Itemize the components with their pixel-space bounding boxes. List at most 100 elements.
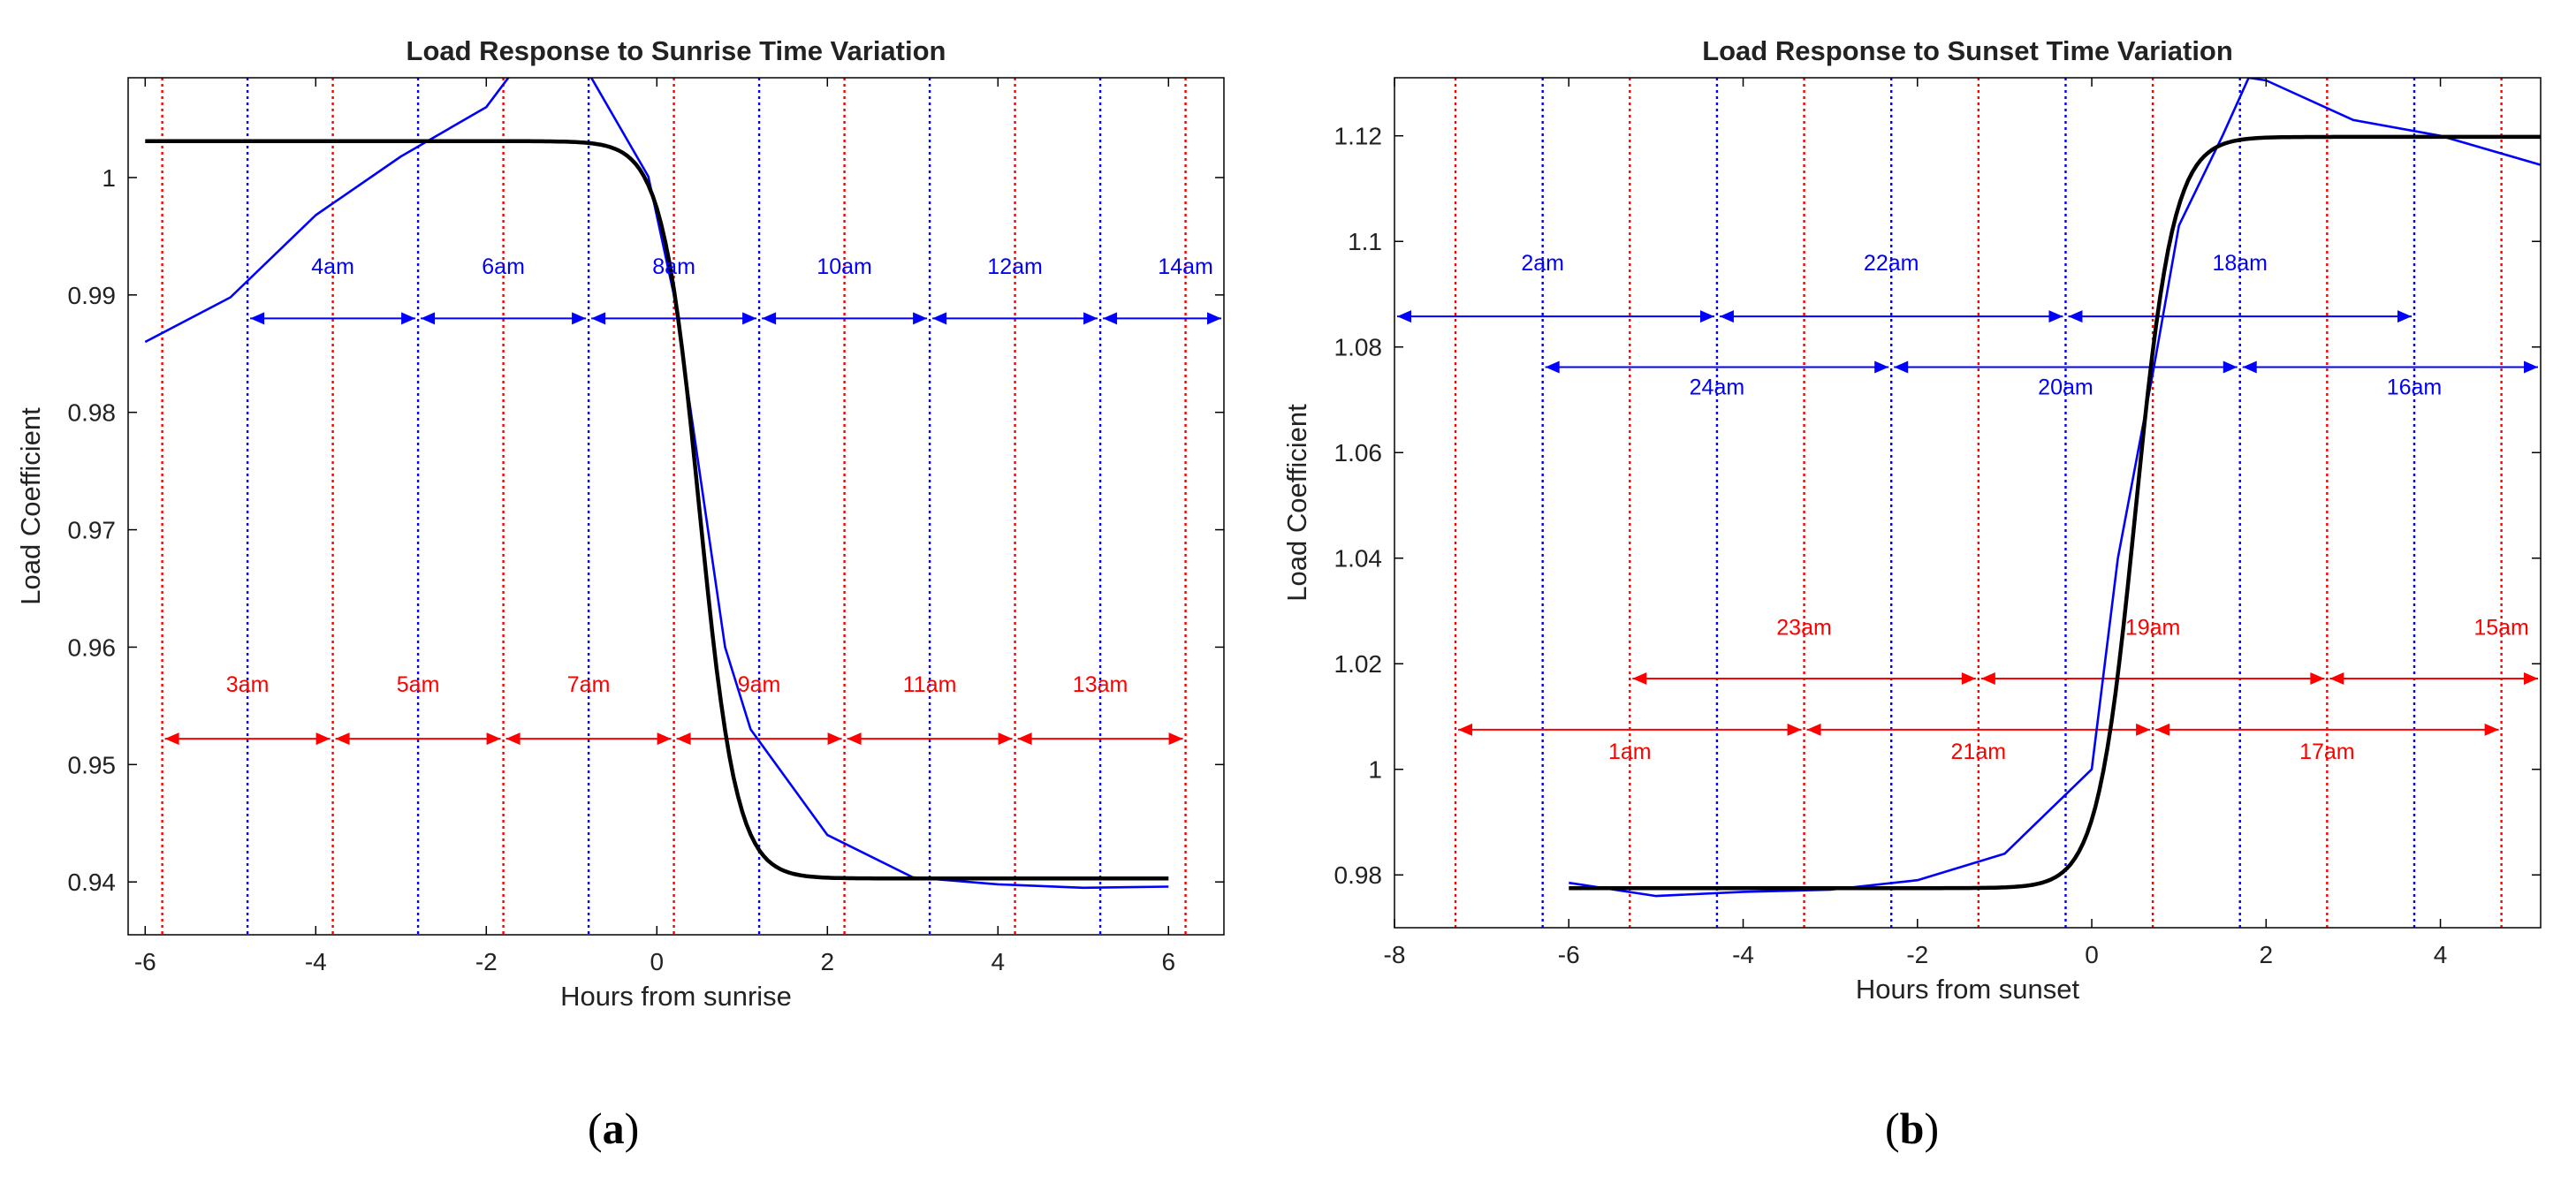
y-tick-label: 0.94: [68, 869, 117, 896]
y-tick-label: 1.08: [1334, 334, 1383, 361]
x-tick-label: 6: [1161, 948, 1175, 975]
red-arrow: [1632, 671, 1976, 685]
arrow-head: [913, 312, 928, 325]
arrow-head: [1719, 310, 1734, 323]
blue-arrow: [250, 312, 416, 325]
red-hour-label: 5am: [397, 672, 440, 697]
red-hour-label: 1am: [1608, 740, 1652, 764]
x-axis-label: Hours from sunrise: [560, 981, 792, 1012]
blue-arrow: [762, 312, 928, 325]
blue-hour-label: 6am: [482, 254, 525, 279]
red-arrow: [164, 732, 331, 746]
arrow-head: [315, 732, 331, 746]
y-tick-label: 0.99: [68, 282, 117, 309]
blue-arrow: [1397, 310, 1714, 323]
blue-arrow: [2068, 310, 2412, 323]
x-tick-label: 2: [820, 948, 834, 975]
x-tick-label: 4: [991, 948, 1005, 975]
arrow-head: [2223, 360, 2238, 374]
blue-arrow: [2242, 360, 2538, 374]
blue-arrow: [421, 312, 587, 325]
red-hour-label: 15am: [2473, 615, 2529, 640]
arrow-head: [1083, 312, 1098, 325]
arrow-head: [1017, 732, 1032, 746]
blue-hour-label: 8am: [652, 254, 695, 279]
y-tick-label: 0.95: [68, 751, 117, 778]
panel-label-a: (a): [588, 1104, 640, 1153]
plot-area-a: [144, 78, 1221, 935]
red-hour-label: 3am: [226, 672, 270, 697]
panel-label-b: (b): [1885, 1104, 1940, 1153]
red-arrow: [1980, 671, 2325, 685]
blue-arrow: [1894, 360, 2238, 374]
red-arrow: [847, 732, 1013, 746]
chart-title: Load Response to Sunrise Time Variation: [407, 35, 946, 66]
arrow-head: [998, 732, 1013, 746]
arrow-head: [2242, 360, 2257, 374]
arrow-head: [486, 732, 501, 746]
series-measured: [1569, 78, 2541, 898]
arrow-head: [1980, 671, 1995, 685]
red-hour-label: 17am: [2299, 740, 2355, 764]
panel-label-b-text: b: [1899, 1104, 1925, 1153]
arrow-head: [827, 732, 842, 746]
red-arrow: [1458, 723, 1802, 736]
arrow-head: [2310, 671, 2325, 685]
series-fitted: [145, 139, 1169, 881]
arrow-head: [742, 312, 757, 325]
arrow-head: [847, 732, 862, 746]
blue-hour-label: 14am: [1158, 254, 1213, 279]
red-hour-label: 11am: [903, 672, 957, 697]
x-tick-label: -8: [1384, 941, 1406, 968]
arrow-head: [1894, 360, 1909, 374]
arrow-head: [2068, 310, 2083, 323]
axes-frame: [1394, 77, 2542, 929]
arrow-head: [2397, 310, 2412, 323]
arrow-head: [1458, 723, 1473, 736]
red-arrow: [676, 732, 842, 746]
blue-arrow: [1103, 312, 1221, 325]
blue-hour-label: 16am: [2387, 376, 2443, 400]
arrow-head: [401, 312, 416, 325]
blue-arrow: [1545, 360, 1889, 374]
blue-hour-label: 10am: [817, 254, 872, 279]
y-axis-label: Load Coefficient: [15, 407, 46, 605]
red-hour-label: 9am: [738, 672, 781, 697]
arrow-head: [1545, 360, 1560, 374]
blue-hour-label: 22am: [1864, 251, 1919, 276]
chart-title: Load Response to Sunset Time Variation: [1702, 35, 2233, 66]
y-tick-label: 1.12: [1334, 123, 1383, 150]
x-tick-label: -6: [1558, 941, 1580, 968]
chart-a: 4am 6am 8am 10am 12am 14am 3am 5am 7am 9am 11am 13a…: [15, 35, 1225, 1012]
arrow-head: [2048, 310, 2063, 323]
plot-area-b: [1397, 78, 2541, 928]
blue-arrow: [932, 312, 1098, 325]
arrow-head: [1103, 312, 1118, 325]
red-hour-label: 19am: [2125, 615, 2181, 640]
blue-arrow: [1719, 310, 2063, 323]
x-tick-label: 2: [2260, 941, 2274, 968]
arrow-head: [572, 312, 587, 325]
arrow-head: [591, 312, 606, 325]
arrow-head: [335, 732, 350, 746]
blue-arrow: [591, 312, 757, 325]
arrow-head: [1806, 723, 1821, 736]
arrow-head: [2155, 723, 2170, 736]
arrow-head: [2136, 723, 2151, 736]
panel-label-a-text: a: [602, 1104, 625, 1153]
x-tick-label: 0: [650, 948, 664, 975]
blue-hour-label: 20am: [2038, 376, 2093, 400]
y-tick-label: 0.98: [68, 399, 117, 427]
red-hour-label: 13am: [1073, 672, 1128, 697]
arrow-head: [2524, 671, 2538, 685]
blue-hour-label: 12am: [987, 254, 1043, 279]
arrow-head: [657, 732, 672, 746]
red-arrow: [335, 732, 501, 746]
arrow-head: [421, 312, 436, 325]
x-tick-label: -6: [134, 948, 156, 975]
blue-hour-label: 2am: [1521, 251, 1564, 276]
red-hour-label: 21am: [1951, 740, 2007, 764]
arrow-head: [1874, 360, 1889, 374]
